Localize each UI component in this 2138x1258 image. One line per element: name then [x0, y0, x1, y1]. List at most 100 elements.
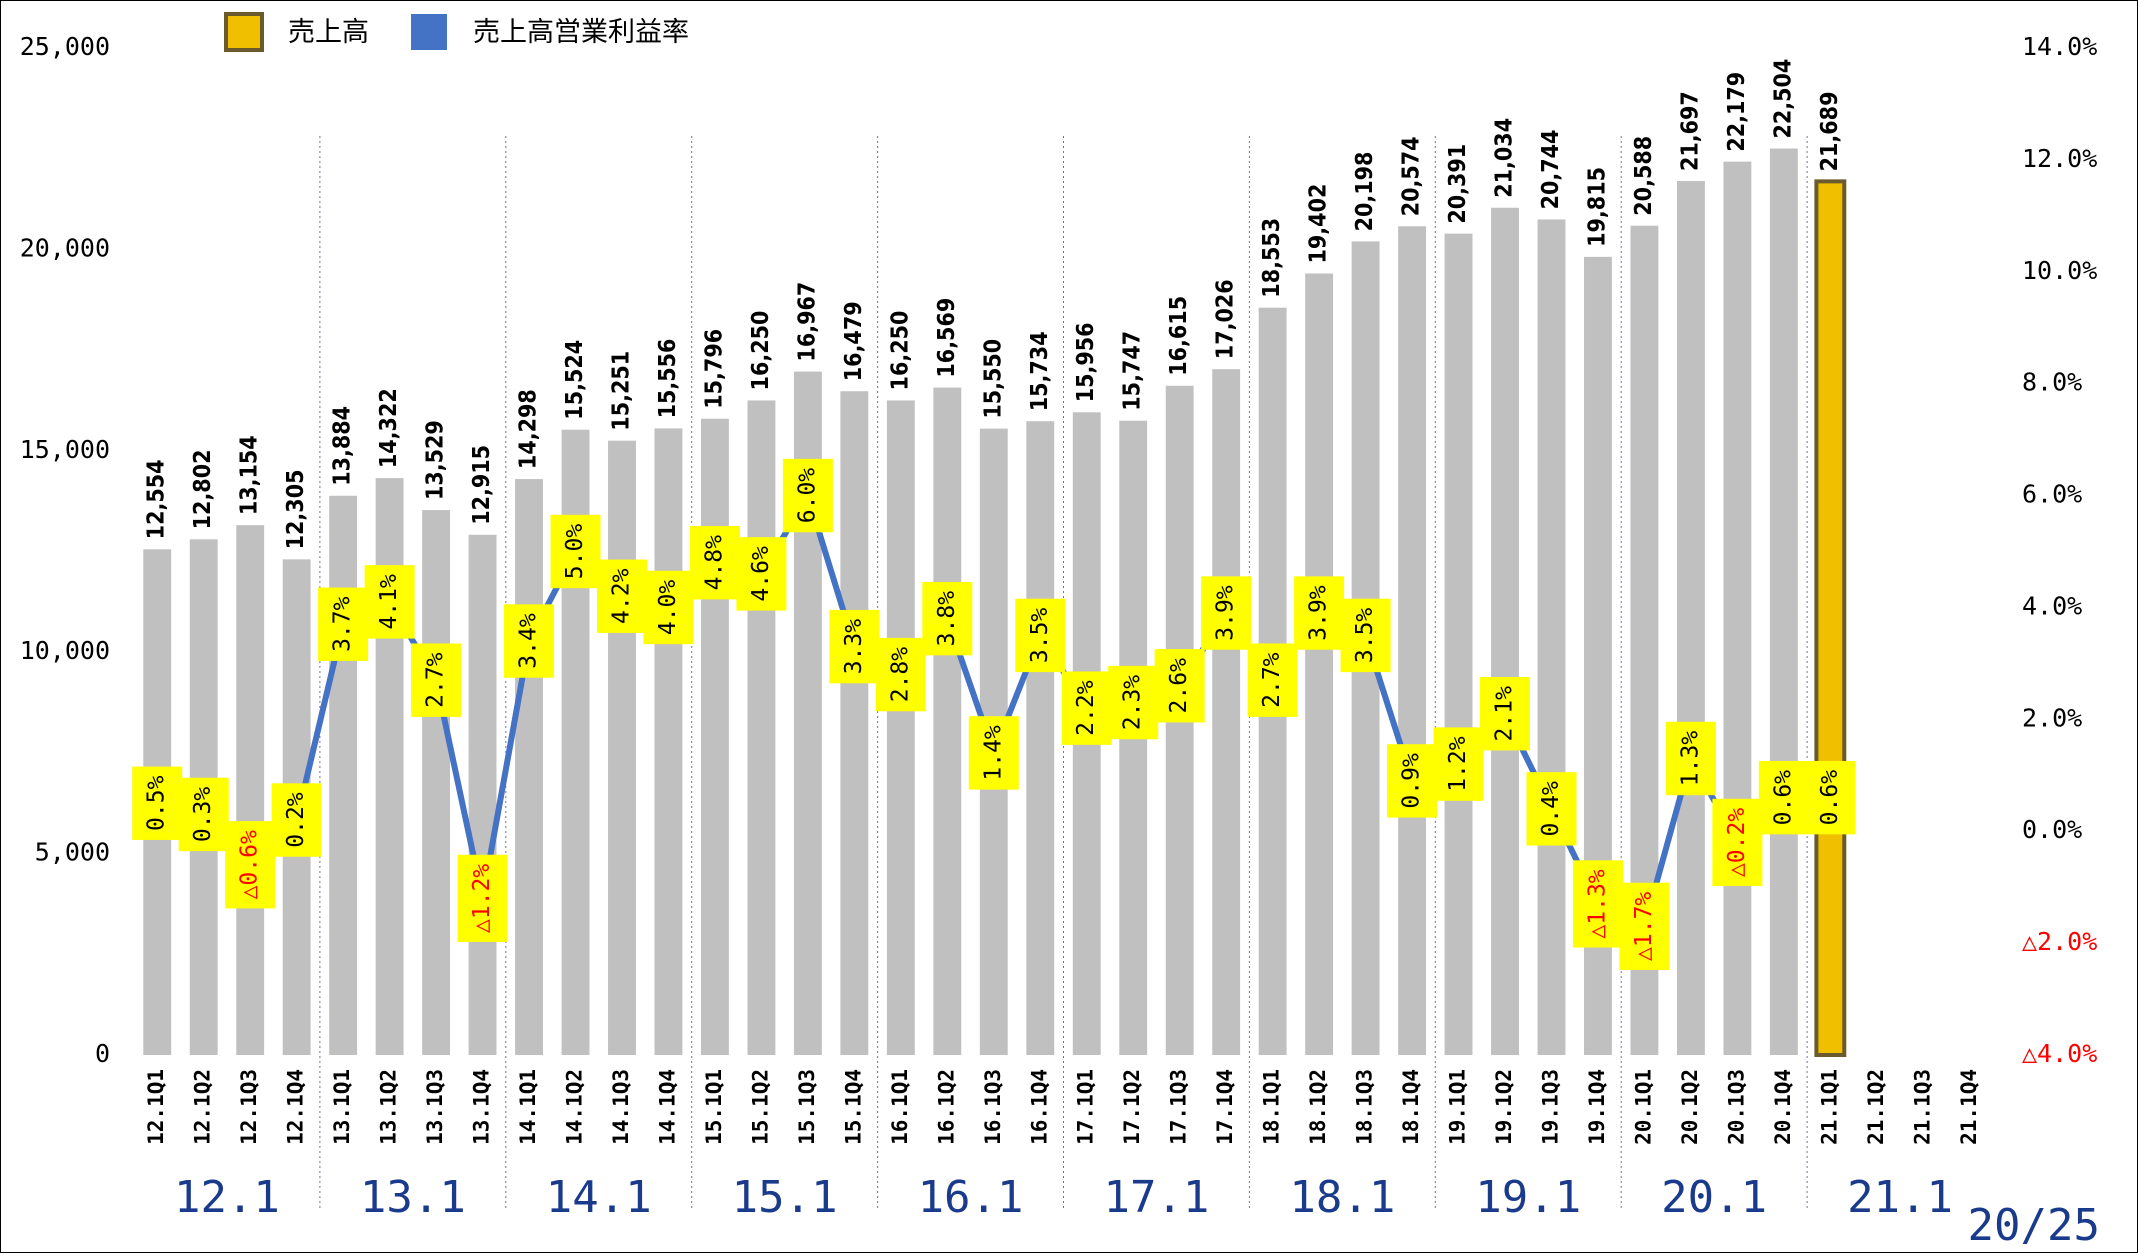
y-tick-label: 15,000	[20, 435, 110, 464]
bar-value-label: 15,550	[980, 339, 1006, 419]
bar-value-label: 13,154	[237, 435, 263, 515]
line-value-label: 0.3%	[190, 787, 216, 843]
line-label-box	[1108, 665, 1159, 740]
bar	[1769, 148, 1798, 1055]
legend-swatch	[411, 14, 447, 50]
x-tick-label: 14.1Q1	[516, 1069, 540, 1145]
x-tick-label: 13.1Q4	[470, 1069, 494, 1145]
line-label: 3.9%	[1294, 576, 1345, 650]
group-label: 21.1	[1847, 1172, 1953, 1223]
line-label: 3.4%	[504, 604, 555, 678]
y-tick-label: 0	[95, 1039, 110, 1068]
line-value-label: 2.2%	[1073, 680, 1099, 736]
bar-value-label: 15,747	[1120, 331, 1146, 411]
line-label: △0.6%	[225, 821, 276, 909]
line-value-label: 2.6%	[1166, 658, 1192, 714]
line-label-box	[1061, 671, 1112, 745]
bar	[1676, 181, 1705, 1055]
line-label-box	[1294, 576, 1345, 650]
line-label-box	[318, 587, 369, 661]
bar	[654, 428, 683, 1056]
line-label-box	[1201, 576, 1252, 650]
line-label: 0.6%	[1805, 760, 1856, 835]
line-value-label: 1.4%	[980, 725, 1006, 781]
line-value-label: 2.3%	[1120, 675, 1146, 731]
bar	[1305, 273, 1334, 1055]
line-value-label: 0.2%	[283, 792, 309, 848]
x-tick-label: 15.1Q4	[841, 1069, 865, 1145]
line-value-label: 0.6%	[1770, 770, 1796, 826]
bar	[1444, 233, 1473, 1055]
x-tick-label: 17.1Q2	[1120, 1069, 1144, 1145]
x-tick-label: 16.1Q1	[888, 1069, 912, 1145]
line-value-label: 3.7%	[330, 596, 356, 652]
y2-tick-label: 4.0%	[2022, 591, 2082, 620]
line-label: 2.1%	[1480, 677, 1531, 751]
line-value-label: △0.2%	[1724, 808, 1750, 877]
line-label-box	[1480, 677, 1531, 751]
line-label-box	[875, 637, 926, 712]
line-value-label: 2.7%	[423, 652, 449, 708]
bar-value-label: 13,529	[423, 420, 449, 500]
line-value-label: 6.0%	[794, 468, 820, 524]
line-value-label: 4.2%	[608, 568, 634, 624]
x-tick-label: 20.1Q1	[1631, 1069, 1655, 1145]
line-label-box	[1247, 643, 1298, 717]
bar-value-label: 16,250	[748, 311, 774, 391]
group-label: 13.1	[360, 1172, 466, 1223]
line-label-box	[504, 604, 555, 678]
bar-value-label: 16,569	[934, 298, 960, 378]
x-tick-label: 19.1Q1	[1446, 1069, 1470, 1145]
x-tick-label: 12.1Q1	[144, 1069, 168, 1145]
bar	[933, 387, 962, 1055]
bar	[840, 391, 869, 1055]
line-value-label: 1.2%	[1445, 736, 1471, 792]
line-value-label: 3.8%	[934, 591, 960, 647]
bar-value-label: 14,322	[376, 388, 402, 468]
line-label-box	[225, 821, 276, 909]
line-label: 2.7%	[1247, 643, 1298, 717]
line-label-box	[1526, 772, 1577, 846]
y-tick-label: 25,000	[20, 32, 110, 61]
line-label-box	[1433, 727, 1484, 801]
bar	[236, 525, 265, 1055]
page-number: 20/25	[1968, 1200, 2100, 1251]
group-label: 17.1	[1103, 1172, 1209, 1223]
line-label: △1.3%	[1572, 860, 1623, 948]
y2-tick-label: △2.0%	[2022, 927, 2097, 956]
line-label-box	[1712, 798, 1763, 887]
bar-value-label: 21,034	[1492, 118, 1518, 198]
line-value-label: 1.3%	[1677, 731, 1703, 787]
line-value-label: 2.7%	[1259, 652, 1285, 708]
line-value-label: 4.6%	[748, 546, 774, 602]
line-label-box	[736, 537, 787, 611]
line-label: 0.9%	[1387, 744, 1438, 818]
line-value-label: 0.9%	[1399, 753, 1425, 809]
line-label: 0.3%	[178, 777, 229, 852]
bar	[1398, 226, 1427, 1055]
bar-value-label: 15,524	[562, 340, 588, 420]
bar-value-label: 19,402	[1306, 184, 1332, 264]
x-tick-label: 21.1Q2	[1864, 1069, 1888, 1145]
bar-value-label: 22,504	[1770, 59, 1796, 139]
line-label: 3.8%	[922, 581, 973, 656]
bar	[1537, 219, 1566, 1055]
x-tick-label: 21.1Q4	[1957, 1069, 1981, 1145]
line-value-label: 3.5%	[1352, 608, 1378, 664]
bar-value-label: 16,479	[841, 301, 867, 381]
x-tick-label: 17.1Q4	[1213, 1069, 1237, 1145]
group-label: 14.1	[546, 1172, 652, 1223]
line-value-label: △1.2%	[469, 864, 495, 933]
line-label-box	[782, 458, 833, 533]
line-label: 0.4%	[1526, 772, 1577, 846]
x-tick-label: 13.1Q2	[377, 1069, 401, 1145]
y-tick-label: 5,000	[35, 838, 110, 867]
x-tick-label: 12.1Q4	[284, 1069, 308, 1145]
bar-value-label: 22,179	[1724, 72, 1750, 152]
bar-value-label: 12,802	[190, 449, 216, 529]
bar	[747, 400, 776, 1055]
bar-value-label: 20,744	[1538, 130, 1564, 210]
bar-value-label: 20,198	[1352, 152, 1378, 232]
x-tick-label: 19.1Q4	[1585, 1069, 1609, 1145]
